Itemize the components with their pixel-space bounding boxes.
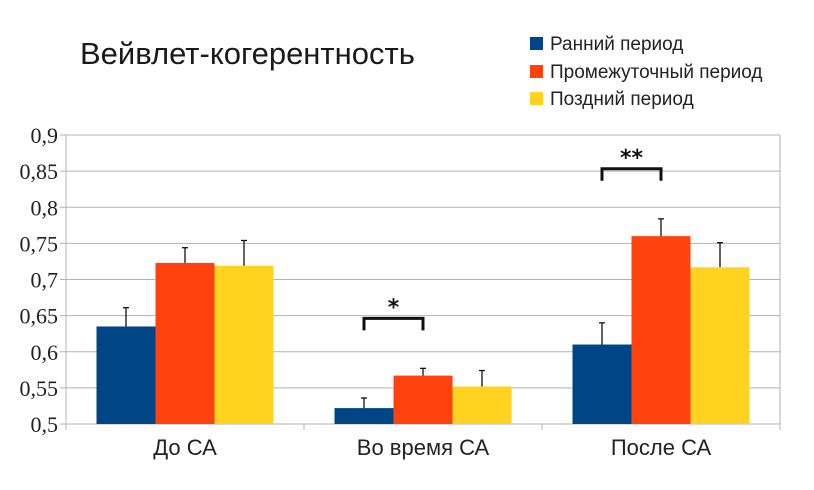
chart-title: Вейвлет-когерентность <box>80 36 415 71</box>
bar <box>214 265 274 424</box>
legend-label-early: Ранний период <box>550 34 683 55</box>
y-tick-label: 0,6 <box>31 340 59 365</box>
legend-label-intermediate: Промежуточный период <box>550 62 762 83</box>
y-tick-label: 0,5 <box>31 412 59 437</box>
y-tick-label: 0,85 <box>20 159 59 184</box>
legend-swatch-intermediate <box>530 65 543 78</box>
bar <box>572 344 632 424</box>
y-tick-label: 0,7 <box>31 268 59 293</box>
legend-swatch-late <box>530 92 543 105</box>
plot-area: 0,5 0,55 0,6 0,65 0,7 0,75 0,8 0,85 0,9 До СА Во в… <box>20 123 781 460</box>
legend-swatch-early <box>530 37 543 50</box>
legend: Ранний период Промежуточный период Поздн… <box>530 34 762 110</box>
bar <box>334 408 394 424</box>
significance-bracket <box>362 316 425 331</box>
legend-label-late: Поздний период <box>550 89 694 110</box>
y-tick-label: 0,75 <box>20 231 59 256</box>
bar <box>155 262 215 424</box>
significance-label: * <box>388 295 400 320</box>
significance-label: ** <box>620 146 644 171</box>
y-tick-label: 0,55 <box>20 376 59 401</box>
bar <box>631 236 691 424</box>
y-tick-label: 0,9 <box>31 123 59 148</box>
y-tick-label: 0,65 <box>20 304 59 329</box>
bar <box>690 267 750 424</box>
x-tick-label: После СА <box>611 435 712 460</box>
significance-bracket <box>600 167 663 181</box>
y-tick-label: 0,8 <box>31 195 59 220</box>
x-tick-label: До СА <box>153 435 217 460</box>
bar <box>393 375 453 424</box>
bar <box>96 326 156 424</box>
bar <box>452 386 512 424</box>
x-tick-label: Во время СА <box>357 435 490 460</box>
